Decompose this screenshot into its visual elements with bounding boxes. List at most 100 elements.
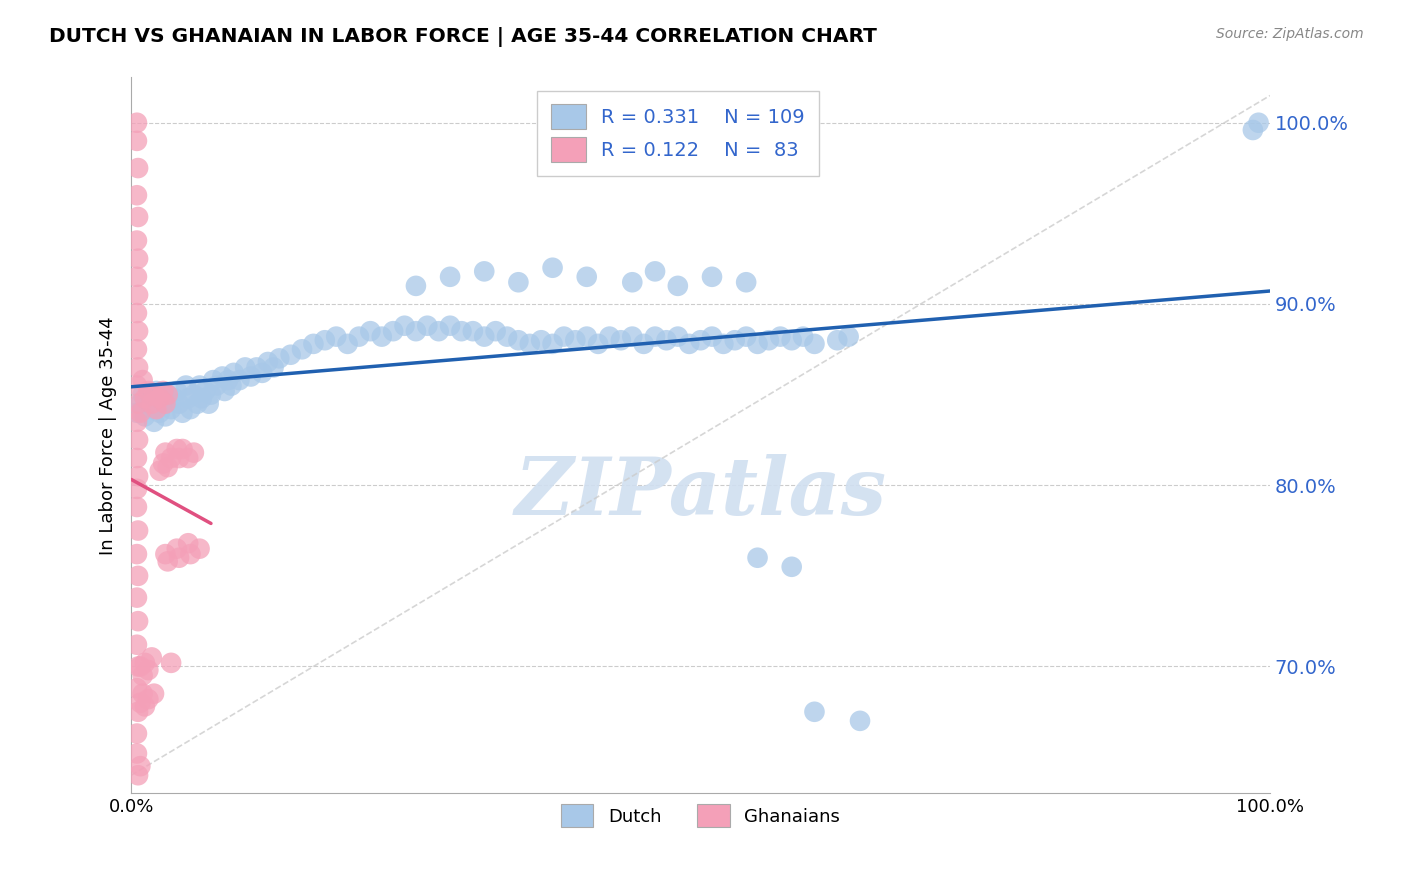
Point: [177, 391, 200, 405]
Point: [825, 333, 848, 347]
Point: [689, 333, 711, 347]
Point: [621, 275, 644, 289]
Point: [735, 329, 758, 343]
Point: [508, 275, 530, 289]
Point: [129, 659, 152, 673]
Point: [371, 329, 394, 343]
Point: [302, 337, 325, 351]
Point: [136, 391, 159, 405]
Point: [222, 366, 245, 380]
Point: [239, 369, 262, 384]
Point: [336, 337, 359, 351]
Point: [325, 329, 347, 343]
Point: [143, 687, 166, 701]
Point: [127, 433, 149, 447]
Point: [758, 333, 780, 347]
Point: [214, 384, 236, 398]
Point: [125, 591, 148, 605]
Point: [127, 288, 149, 302]
Point: [575, 269, 598, 284]
Point: [655, 333, 678, 347]
Point: [131, 687, 153, 701]
Point: [405, 324, 427, 338]
Point: [131, 387, 153, 401]
Point: [127, 614, 149, 628]
Point: [291, 343, 314, 357]
Point: [125, 116, 148, 130]
Point: [127, 324, 149, 338]
Point: [245, 360, 267, 375]
Point: [610, 333, 633, 347]
Point: [125, 482, 148, 496]
Point: [127, 397, 149, 411]
Point: [152, 397, 174, 411]
Point: [450, 324, 472, 338]
Point: [141, 650, 163, 665]
Point: [141, 402, 163, 417]
Point: [127, 469, 149, 483]
Point: [167, 451, 190, 466]
Legend: Dutch, Ghanaians: Dutch, Ghanaians: [554, 797, 848, 834]
Point: [472, 329, 495, 343]
Point: [125, 681, 148, 696]
Point: [127, 252, 149, 266]
Point: [427, 324, 450, 338]
Point: [780, 559, 803, 574]
Point: [136, 384, 159, 398]
Point: [183, 387, 205, 401]
Point: [621, 329, 644, 343]
Point: [174, 378, 197, 392]
Point: [314, 333, 336, 347]
Point: [508, 333, 530, 347]
Point: [599, 329, 621, 343]
Point: [125, 134, 148, 148]
Point: [129, 406, 152, 420]
Point: [134, 391, 156, 405]
Point: [160, 656, 183, 670]
Point: [172, 406, 194, 420]
Point: [747, 337, 769, 351]
Point: [127, 161, 149, 175]
Point: [347, 329, 370, 343]
Point: [125, 500, 148, 514]
Point: [217, 373, 239, 387]
Point: [188, 378, 211, 392]
Point: [127, 360, 149, 375]
Point: [125, 747, 148, 761]
Point: [724, 333, 747, 347]
Point: [143, 415, 166, 429]
Point: [711, 337, 734, 351]
Point: [803, 337, 825, 351]
Text: DUTCH VS GHANAIAN IN LABOR FORCE | AGE 35-44 CORRELATION CHART: DUTCH VS GHANAIAN IN LABOR FORCE | AGE 3…: [49, 27, 877, 46]
Point: [485, 324, 508, 338]
Point: [145, 384, 167, 398]
Point: [439, 269, 461, 284]
Point: [792, 329, 814, 343]
Point: [125, 406, 148, 420]
Point: [666, 329, 689, 343]
Point: [575, 329, 598, 343]
Point: [197, 397, 219, 411]
Point: [134, 699, 156, 714]
Point: [152, 457, 174, 471]
Point: [496, 329, 519, 343]
Point: [125, 451, 148, 466]
Point: [155, 409, 177, 424]
Text: ZIPatlas: ZIPatlas: [515, 454, 887, 532]
Point: [586, 337, 609, 351]
Point: [205, 378, 228, 392]
Point: [127, 210, 149, 224]
Point: [156, 554, 179, 568]
Point: [564, 333, 586, 347]
Y-axis label: In Labor Force | Age 35-44: In Labor Force | Age 35-44: [100, 316, 117, 555]
Point: [125, 306, 148, 320]
Point: [644, 329, 666, 343]
Point: [125, 188, 148, 202]
Text: Source: ZipAtlas.com: Source: ZipAtlas.com: [1216, 27, 1364, 41]
Point: [200, 387, 222, 401]
Point: [167, 550, 190, 565]
Point: [143, 387, 166, 401]
Point: [167, 397, 190, 411]
Point: [179, 547, 201, 561]
Point: [263, 360, 285, 375]
